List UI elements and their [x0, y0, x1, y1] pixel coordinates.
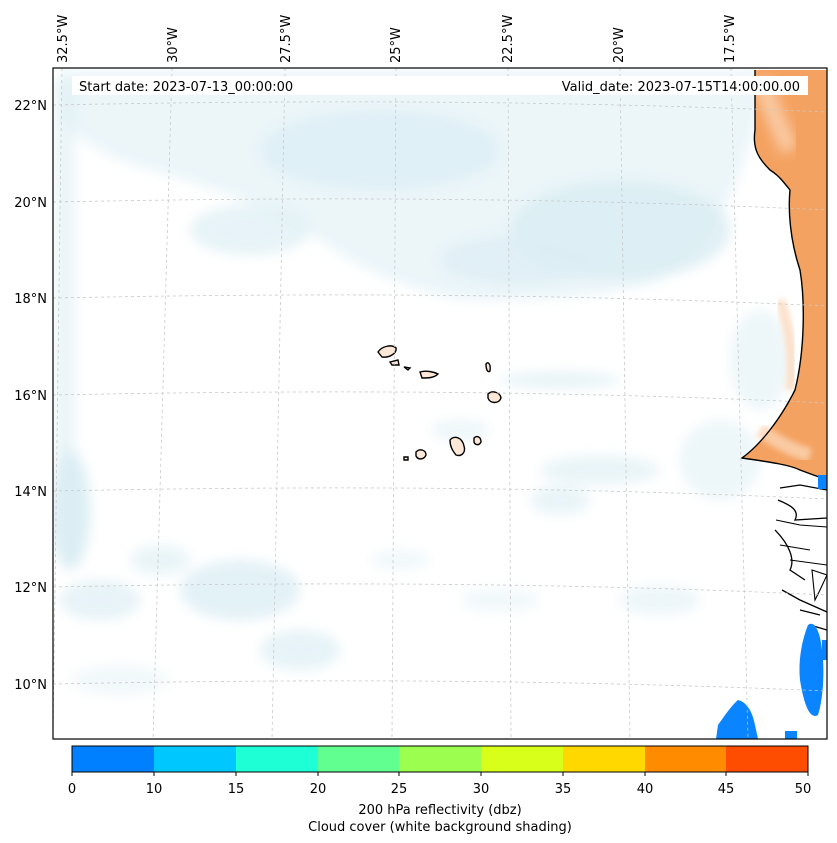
lon-label-27-5w: 27.5°W [279, 15, 294, 63]
colorbar-segment-7 [645, 746, 726, 772]
map-frame [52, 67, 828, 740]
colorbar-tick-label-40: 40 [637, 782, 654, 797]
lon-label-17-5w: 17.5°W [723, 15, 738, 63]
colorbar-tick-label-10: 10 [146, 782, 163, 797]
longitude-labels: 32.5°W 30°W 27.5°W 25°W 22.5°W 20°W 17.5… [56, 15, 738, 63]
island-santa-luzia [403, 366, 412, 371]
lat-label-18n: 18°N [14, 292, 47, 307]
colorbar-tick-label-45: 45 [718, 782, 735, 797]
colorbar-segment-8 [726, 746, 808, 772]
colorbar-segment-5 [481, 746, 563, 772]
colorbar-tick-label-20: 20 [310, 782, 327, 797]
header-strip [72, 76, 808, 95]
lat-label-22n: 22°N [14, 99, 47, 114]
colorbar-tick-label-30: 30 [473, 782, 490, 797]
lon-label-30w: 30°W [166, 27, 181, 63]
colorbar-tick-label-15: 15 [228, 782, 245, 797]
island-maio [473, 435, 482, 446]
colorbar-segment-4 [399, 746, 481, 772]
colorbar-segment-3 [318, 746, 399, 772]
lon-label-22-5w: 22.5°W [501, 15, 516, 63]
island-boa-vista [487, 391, 502, 404]
colorbar-tick-label-35: 35 [555, 782, 572, 797]
island-sal [485, 362, 491, 373]
valid-date-label: Valid_date: 2023-07-15T14:00:00.00 [562, 80, 800, 95]
cape-verde-islands [377, 345, 502, 461]
colorbar-title: 200 hPa reflectivity (dbz) [358, 803, 521, 818]
colorbar-segment-2 [236, 746, 318, 772]
colorbar-tick-label-25: 25 [391, 782, 408, 797]
colorbar-segment-1 [154, 746, 236, 772]
colorbar-subtitle: Cloud cover (white background shading) [308, 820, 572, 835]
start-date-label: Start date: 2023-07-13_00:00:00 [79, 80, 293, 95]
lat-label-10n: 10°N [14, 678, 47, 693]
colorbar-tick-label-50: 50 [795, 782, 812, 797]
cloud-cover-shading [53, 70, 790, 695]
island-santo-antao [377, 345, 397, 358]
lon-label-32-5w: 32.5°W [56, 15, 71, 63]
lat-label-16n: 16°N [14, 389, 47, 404]
lat-label-20n: 20°N [14, 196, 47, 211]
colorbar-ticks [71, 772, 809, 776]
lat-label-14n: 14°N [14, 485, 47, 500]
lon-label-25w: 25°W [389, 27, 404, 63]
island-brava [403, 456, 409, 461]
lon-label-20w: 20°W [612, 27, 627, 63]
colorbar-frame [71, 745, 809, 773]
colorbar: 0 10 15 20 25 30 35 40 45 50 200 hPa ref… [68, 745, 812, 835]
graticule [53, 68, 827, 739]
colorbar-segment-6 [563, 746, 645, 772]
island-sao-nicolau [419, 370, 440, 379]
colorbar-tick-label-0: 0 [68, 782, 76, 797]
latitude-labels: 22°N 20°N 18°N 16°N 14°N 12°N 10°N [14, 99, 47, 693]
lat-label-12n: 12°N [14, 581, 47, 596]
island-fogo [415, 449, 427, 460]
island-santiago [449, 436, 466, 457]
colorbar-segment-0 [72, 746, 154, 772]
